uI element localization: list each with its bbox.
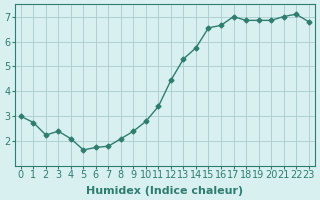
X-axis label: Humidex (Indice chaleur): Humidex (Indice chaleur) [86,186,243,196]
